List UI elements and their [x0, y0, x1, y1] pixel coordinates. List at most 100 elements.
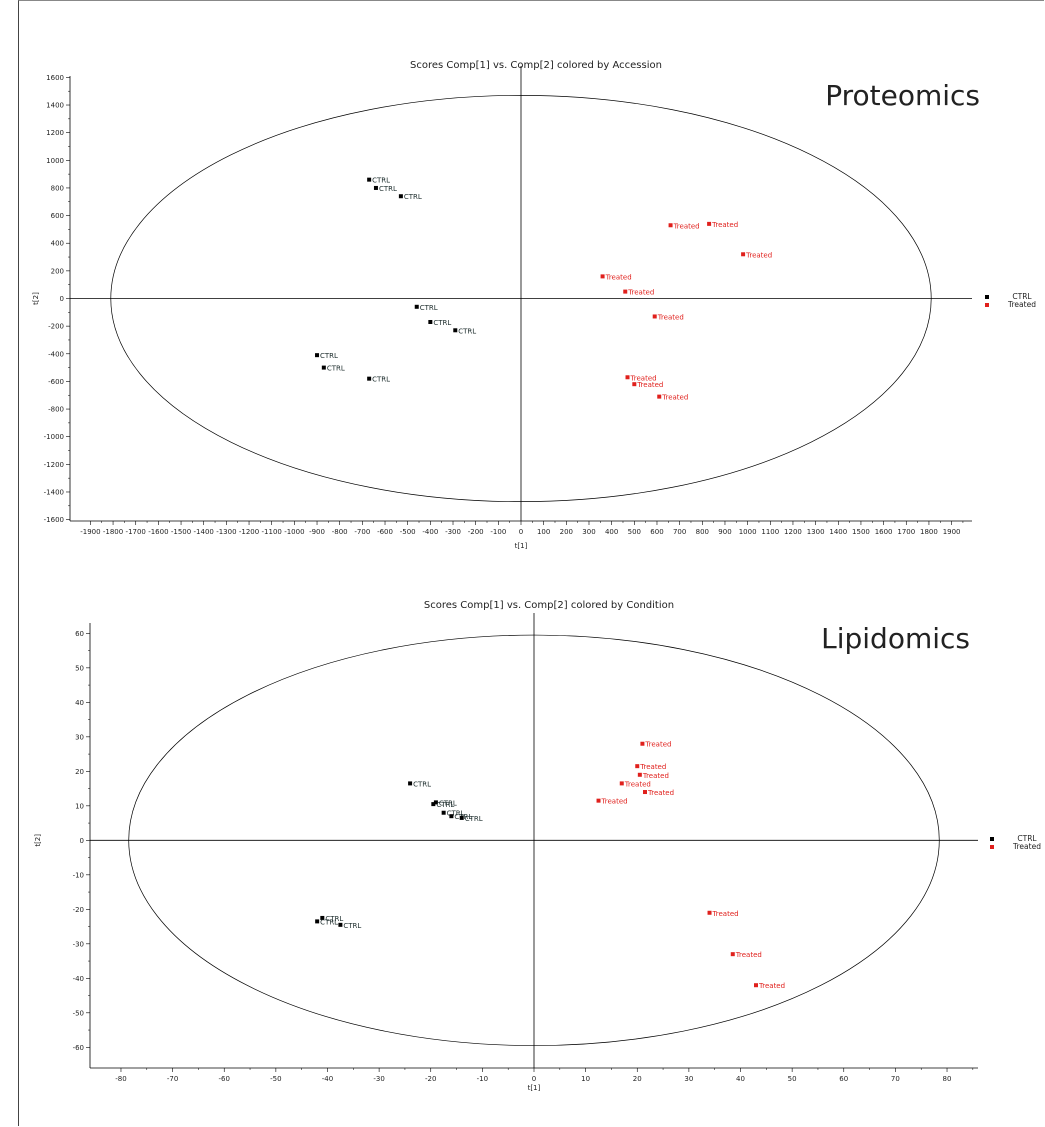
x-tick-label: 1400 [829, 528, 847, 536]
point-label: Treated [661, 394, 688, 402]
y-tick-label: -200 [48, 323, 64, 331]
y-axis-label: t[2] [32, 292, 40, 305]
data-point-ctrl [441, 810, 446, 815]
data-point-treated [596, 798, 601, 803]
point-label: Treated [639, 763, 666, 771]
x-tick-label: 50 [788, 1075, 797, 1083]
point-label: Treated [601, 798, 628, 806]
x-tick-label: -900 [309, 528, 325, 536]
data-point-treated [652, 314, 657, 319]
point-label: CTRL [372, 177, 390, 185]
y-tick-label: -30 [73, 940, 84, 948]
point-label: Treated [644, 741, 671, 749]
y-tick-label: 10 [75, 802, 84, 810]
panel-label: Lipidomics [821, 622, 970, 655]
y-tick-label: -20 [73, 906, 84, 914]
chart-panel-2: Scores Comp[1] vs. Comp[2] colored by Co… [34, 600, 1041, 1092]
x-tick-label: -800 [332, 528, 348, 536]
point-label: Treated [657, 313, 684, 321]
legend-marker-ctrl [990, 837, 994, 841]
x-tick-label: -50 [270, 1075, 281, 1083]
data-point-treated [657, 394, 662, 399]
data-point-treated [741, 252, 746, 257]
x-tick-label: 40 [736, 1075, 745, 1083]
x-tick-label: 0 [532, 1075, 536, 1083]
confidence-ellipse [128, 634, 940, 1046]
y-tick-label: 20 [75, 768, 84, 776]
x-tick-label: 1000 [739, 528, 757, 536]
confidence-ellipse [110, 94, 932, 503]
x-tick-label: 10 [581, 1075, 590, 1083]
point-label: CTRL [327, 365, 345, 373]
data-point-ctrl [459, 815, 464, 820]
x-tick-label: -100 [490, 528, 506, 536]
x-tick-label: -1000 [284, 528, 304, 536]
point-label: Treated [636, 381, 663, 389]
point-label: Treated [735, 951, 762, 959]
data-point-ctrl [315, 353, 320, 358]
data-point-treated [632, 382, 637, 387]
data-point-treated [730, 952, 735, 957]
x-tick-label: 800 [696, 528, 709, 536]
data-point-treated [623, 289, 628, 294]
x-tick-label: 20 [633, 1075, 642, 1083]
panel-label: Proteomics [825, 79, 980, 112]
legend-label-treated: Treated [1007, 300, 1036, 309]
x-tick-label: 200 [560, 528, 573, 536]
point-label: Treated [647, 789, 674, 797]
data-point-ctrl [320, 915, 325, 920]
y-tick-label: -10 [73, 871, 84, 879]
point-label: CTRL [343, 922, 361, 930]
x-tick-label: 80 [943, 1075, 952, 1083]
data-point-ctrl [373, 185, 378, 190]
data-point-ctrl [408, 781, 413, 786]
point-label: CTRL [372, 376, 390, 384]
y-tick-label: 40 [75, 699, 84, 707]
x-tick-label: -1200 [239, 528, 259, 536]
point-label: Treated [627, 289, 654, 297]
x-tick-label: -70 [167, 1075, 178, 1083]
data-point-treated [619, 781, 624, 786]
data-point-treated [754, 983, 758, 988]
x-tick-label: -1700 [126, 528, 146, 536]
y-tick-label: 60 [75, 630, 84, 638]
x-tick-label: 1200 [784, 528, 802, 536]
y-tick-label: 800 [51, 184, 64, 192]
data-point-treated [707, 221, 712, 226]
y-tick-label: 400 [51, 240, 64, 248]
point-label: CTRL [413, 780, 431, 788]
x-tick-label: -500 [400, 528, 416, 536]
x-tick-label: 60 [839, 1075, 848, 1083]
data-point-ctrl [449, 814, 454, 819]
y-tick-label: -60 [73, 1044, 84, 1052]
data-point-treated [600, 274, 605, 279]
data-point-treated [707, 910, 712, 915]
y-tick-label: 600 [51, 212, 64, 220]
point-label: CTRL [420, 304, 438, 312]
y-tick-label: -1400 [44, 488, 64, 496]
y-axis-label: t[2] [34, 834, 42, 847]
x-tick-label: 70 [891, 1075, 900, 1083]
x-tick-label: -700 [354, 528, 370, 536]
legend-marker-ctrl [985, 295, 989, 299]
point-label: CTRL [404, 193, 422, 201]
x-tick-label: -600 [377, 528, 393, 536]
x-tick-label: -20 [425, 1075, 436, 1083]
point-label: CTRL [458, 327, 476, 335]
y-tick-label: -1200 [44, 461, 64, 469]
x-tick-label: -60 [219, 1075, 230, 1083]
y-tick-label: -40 [73, 975, 84, 983]
x-axis-label: t[1] [515, 542, 528, 550]
data-point-ctrl [453, 328, 458, 333]
x-tick-label: 1500 [852, 528, 870, 536]
point-label: CTRL [320, 918, 338, 926]
y-tick-label: 1000 [46, 157, 64, 165]
point-label: Treated [758, 982, 785, 990]
data-point-treated [625, 375, 630, 380]
point-label: Treated [630, 374, 657, 382]
x-tick-label: -1500 [171, 528, 191, 536]
data-point-ctrl [367, 376, 372, 381]
data-point-treated [640, 741, 645, 746]
point-label: CTRL [320, 352, 338, 360]
